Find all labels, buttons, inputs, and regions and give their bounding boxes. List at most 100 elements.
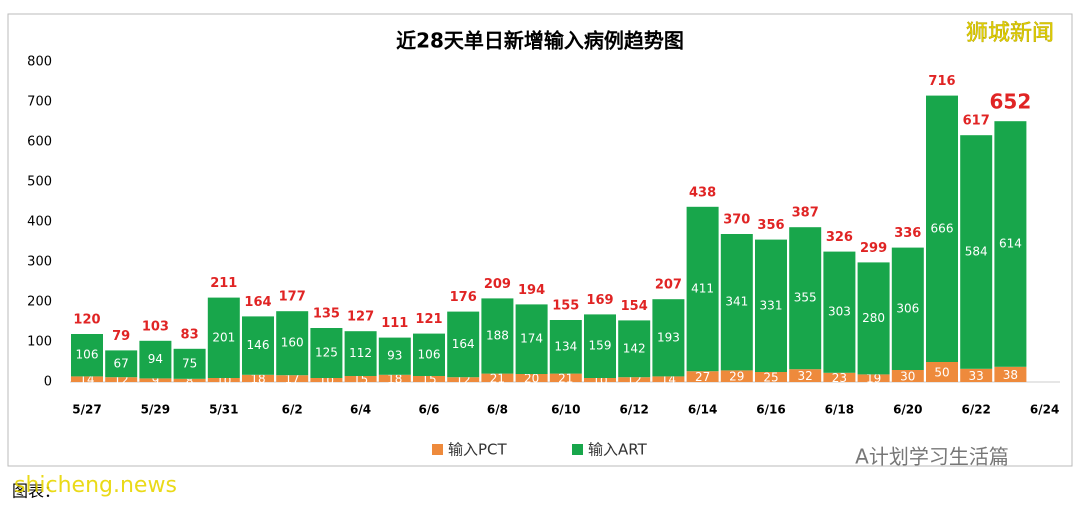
legend-swatch bbox=[572, 444, 583, 455]
x-tick-label: 6/24 bbox=[1030, 403, 1059, 417]
total-label: 207 bbox=[655, 278, 682, 293]
bar-segment bbox=[891, 247, 924, 370]
bar-segment bbox=[105, 350, 138, 378]
bar-segment bbox=[549, 320, 582, 374]
x-tick-label: 6/16 bbox=[756, 403, 785, 417]
bar-segment bbox=[549, 373, 582, 382]
bar-segment bbox=[926, 362, 958, 382]
total-label: 716 bbox=[928, 74, 955, 89]
chart-title: 近28天单日新增输入病例趋势图 bbox=[396, 29, 684, 53]
y-tick-label: 100 bbox=[27, 335, 52, 350]
value-label: 146 bbox=[247, 338, 270, 352]
value-label: 38 bbox=[1003, 368, 1018, 382]
y-tick-label: 200 bbox=[27, 295, 52, 310]
value-label: 134 bbox=[554, 339, 577, 353]
bar-segment bbox=[515, 304, 548, 374]
bar-segment bbox=[344, 376, 377, 382]
bar-segment bbox=[310, 328, 343, 378]
x-tick-label: 5/31 bbox=[209, 403, 238, 417]
total-label: 83 bbox=[181, 327, 199, 342]
value-label: 106 bbox=[418, 347, 441, 361]
bar-segment bbox=[71, 376, 103, 382]
total-label: 121 bbox=[415, 312, 442, 327]
y-tick-label: 300 bbox=[27, 255, 52, 270]
x-tick-label: 6/10 bbox=[551, 403, 580, 417]
bar-segment bbox=[276, 311, 309, 376]
value-label: 20 bbox=[524, 372, 539, 386]
total-label: 154 bbox=[621, 299, 648, 314]
bar-segment bbox=[618, 377, 651, 382]
bar-segment bbox=[823, 372, 856, 382]
y-tick-label: 700 bbox=[27, 95, 52, 110]
value-label: 21 bbox=[490, 371, 505, 385]
bar-segment bbox=[515, 374, 548, 382]
total-label: 155 bbox=[552, 299, 579, 314]
total-label: 617 bbox=[963, 114, 990, 129]
total-label: 164 bbox=[244, 295, 271, 310]
x-tick-label: 5/27 bbox=[72, 403, 101, 417]
value-label: 355 bbox=[794, 291, 817, 305]
y-tick-label: 800 bbox=[27, 55, 52, 70]
watermark: shicheng.news bbox=[14, 473, 177, 498]
total-label: 169 bbox=[586, 293, 613, 308]
value-label: 67 bbox=[114, 356, 129, 370]
value-label: 193 bbox=[657, 330, 680, 344]
total-label: 111 bbox=[381, 316, 408, 331]
bar-segment bbox=[413, 376, 445, 382]
bar-segment bbox=[207, 378, 240, 382]
bar-segment bbox=[652, 299, 685, 377]
value-label: 112 bbox=[349, 346, 372, 360]
bar-segment bbox=[413, 333, 445, 376]
total-label: 127 bbox=[347, 310, 374, 325]
bar-segment bbox=[857, 374, 890, 382]
x-tick-label: 6/2 bbox=[282, 403, 303, 417]
value-label: 93 bbox=[387, 349, 402, 363]
y-tick-label: 0 bbox=[44, 375, 52, 390]
bar-segment bbox=[823, 251, 856, 373]
bar-segment bbox=[173, 378, 206, 382]
bar-segment bbox=[857, 262, 890, 375]
x-tick-label: 6/20 bbox=[893, 403, 922, 417]
bar-segment bbox=[891, 370, 924, 382]
value-label: 23 bbox=[832, 371, 847, 385]
legend-swatch bbox=[432, 444, 443, 455]
value-label: 8 bbox=[186, 374, 194, 388]
legend-label: 输入PCT bbox=[448, 441, 508, 459]
value-label: 280 bbox=[862, 311, 885, 325]
value-label: 164 bbox=[452, 337, 475, 351]
value-label: 18 bbox=[387, 372, 402, 386]
bar-segment bbox=[720, 234, 753, 371]
bar-segment bbox=[447, 377, 480, 382]
x-tick-label: 6/12 bbox=[619, 403, 648, 417]
value-label: 584 bbox=[965, 245, 988, 259]
bar-segment bbox=[960, 135, 993, 369]
bar-segment bbox=[960, 368, 993, 382]
value-label: 341 bbox=[725, 295, 748, 309]
total-label: 176 bbox=[450, 290, 477, 305]
x-tick-label: 6/14 bbox=[688, 403, 717, 417]
bar-segment bbox=[584, 378, 616, 382]
bar-segment bbox=[994, 366, 1027, 382]
bar-segment bbox=[344, 331, 377, 376]
total-label: 135 bbox=[313, 307, 340, 322]
bar-segment bbox=[618, 320, 651, 378]
value-label: 27 bbox=[695, 370, 710, 384]
bar-segment bbox=[926, 95, 958, 362]
total-label: 326 bbox=[826, 230, 853, 245]
total-label: 370 bbox=[723, 213, 750, 228]
bar-segment bbox=[105, 377, 138, 382]
value-label: 9 bbox=[152, 374, 160, 388]
total-label: 336 bbox=[894, 226, 921, 241]
bar-segment bbox=[584, 314, 616, 378]
bar-segment bbox=[720, 370, 753, 382]
value-label: 29 bbox=[729, 370, 744, 384]
value-label: 160 bbox=[281, 336, 304, 350]
legend-label: 输入ART bbox=[588, 441, 648, 459]
total-label: 438 bbox=[689, 185, 716, 200]
value-label: 25 bbox=[763, 371, 778, 385]
bar-segment bbox=[71, 334, 103, 377]
x-tick-label: 6/22 bbox=[961, 403, 990, 417]
value-label: 331 bbox=[760, 298, 783, 312]
value-label: 50 bbox=[934, 366, 949, 380]
total-label: 299 bbox=[860, 241, 887, 256]
